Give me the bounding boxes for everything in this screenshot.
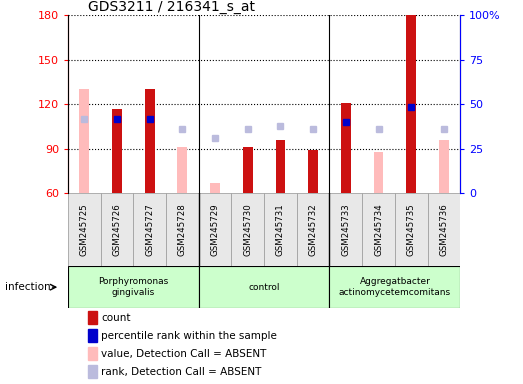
Bar (428, 193, 460, 266)
Text: Porphyromonas
gingivalis: Porphyromonas gingivalis (98, 278, 168, 297)
Bar (373, 152, 383, 193)
Bar (88, 365, 97, 378)
Text: percentile rank within the sample: percentile rank within the sample (101, 331, 277, 341)
Bar (88, 329, 97, 342)
Bar (210, 183, 220, 193)
Bar (199, 266, 329, 308)
Bar (329, 193, 362, 266)
Text: GSM245726: GSM245726 (112, 203, 121, 256)
Bar (112, 109, 122, 193)
Text: GSM245730: GSM245730 (243, 203, 252, 256)
Text: GSM245733: GSM245733 (342, 203, 350, 256)
Bar (276, 140, 286, 193)
Bar (145, 89, 155, 193)
Text: GSM245729: GSM245729 (211, 204, 220, 256)
Bar (177, 147, 187, 193)
Text: GSM245731: GSM245731 (276, 203, 285, 256)
Bar (297, 193, 329, 266)
Text: control: control (248, 283, 280, 292)
Bar (243, 147, 253, 193)
Bar (88, 347, 97, 360)
Text: GSM245732: GSM245732 (309, 203, 317, 256)
Bar (362, 193, 395, 266)
Text: count: count (101, 313, 131, 323)
Bar (308, 150, 318, 193)
Text: GSM245725: GSM245725 (80, 203, 89, 256)
Text: GDS3211 / 216341_s_at: GDS3211 / 216341_s_at (88, 0, 255, 14)
Bar (439, 140, 449, 193)
Bar (68, 193, 100, 266)
Bar (329, 266, 460, 308)
Text: infection: infection (5, 282, 51, 292)
Bar (395, 193, 428, 266)
Bar (406, 15, 416, 193)
Text: GSM245727: GSM245727 (145, 203, 154, 256)
Text: GSM245734: GSM245734 (374, 203, 383, 256)
Text: GSM245735: GSM245735 (407, 203, 416, 256)
Bar (133, 193, 166, 266)
Text: GSM245728: GSM245728 (178, 203, 187, 256)
Text: value, Detection Call = ABSENT: value, Detection Call = ABSENT (101, 349, 267, 359)
Bar (166, 193, 199, 266)
Bar (264, 193, 297, 266)
Bar (231, 193, 264, 266)
Text: Aggregatbacter
actinomycetemcomitans: Aggregatbacter actinomycetemcomitans (339, 278, 451, 297)
Bar (100, 193, 133, 266)
Bar (68, 266, 199, 308)
Bar (199, 193, 231, 266)
Bar (341, 103, 351, 193)
Text: rank, Detection Call = ABSENT: rank, Detection Call = ABSENT (101, 366, 262, 377)
Bar (79, 89, 89, 193)
Bar (88, 311, 97, 324)
Text: GSM245736: GSM245736 (439, 203, 448, 256)
